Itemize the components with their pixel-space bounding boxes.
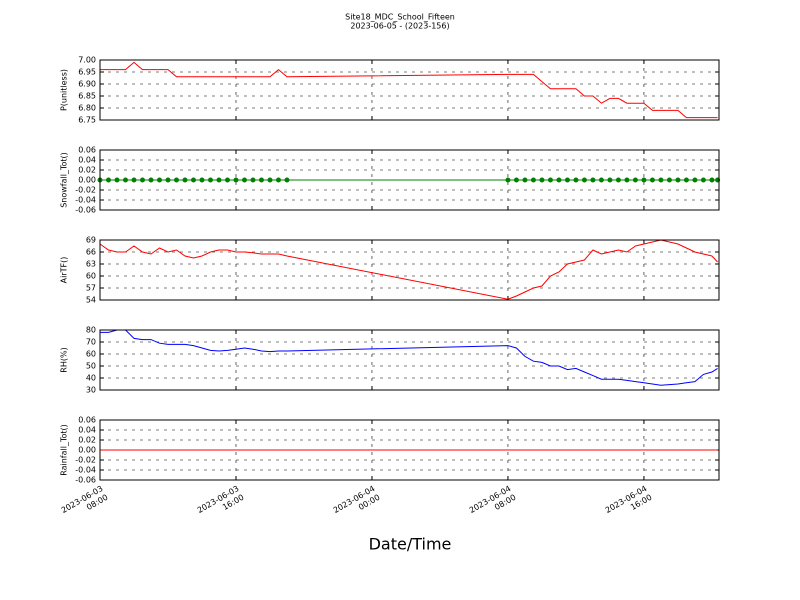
y-tick-label: 80 — [86, 326, 96, 335]
data-line — [100, 329, 718, 386]
y-tick-label: 54 — [86, 296, 96, 305]
y-tick-label: 6.85 — [78, 92, 96, 101]
y-tick-label: 0.02 — [78, 166, 96, 175]
data-point — [547, 177, 553, 183]
y-axis-label: Rainfall_Tot() — [60, 424, 69, 476]
data-point — [683, 177, 689, 183]
data-point — [131, 177, 137, 183]
y-tick-label: 69 — [86, 236, 96, 245]
data-point — [556, 177, 562, 183]
data-point — [241, 177, 247, 183]
y-tick-label: 7.00 — [78, 56, 96, 65]
plot-frame — [99, 59, 720, 121]
y-tick-label: 0.00 — [78, 446, 96, 455]
data-point — [275, 177, 281, 183]
data-point — [615, 177, 621, 183]
y-tick-label: 0.04 — [78, 156, 96, 165]
y-tick-label: 6.95 — [78, 68, 96, 77]
data-point — [173, 177, 179, 183]
data-point — [666, 177, 672, 183]
data-point — [573, 177, 579, 183]
y-tick-label: 57 — [86, 284, 96, 293]
y-tick-label: 40 — [86, 374, 96, 383]
y-tick-label: 6.80 — [78, 104, 96, 113]
data-point — [233, 177, 239, 183]
data-point — [590, 177, 596, 183]
data-point — [190, 177, 196, 183]
y-tick-label: -0.02 — [75, 186, 96, 195]
y-axis-label: P(unitless) — [60, 69, 69, 111]
data-line — [99, 239, 718, 300]
data-point — [692, 177, 698, 183]
data-point — [598, 177, 604, 183]
data-point — [199, 177, 205, 183]
data-point — [539, 177, 545, 183]
plot-frame — [99, 239, 720, 301]
y-tick-label: -0.02 — [75, 456, 96, 465]
data-point — [267, 177, 273, 183]
data-point — [607, 177, 613, 183]
data-point — [505, 177, 511, 183]
plot-frame — [99, 329, 720, 391]
data-point — [148, 177, 154, 183]
y-tick-label: 6.90 — [78, 80, 96, 89]
data-line — [100, 61, 718, 119]
data-point — [182, 177, 188, 183]
data-point — [156, 177, 162, 183]
data-point — [522, 177, 528, 183]
data-point — [216, 177, 222, 183]
data-point — [632, 177, 638, 183]
data-point — [122, 177, 128, 183]
data-point — [105, 177, 111, 183]
y-axis-label: AirTF() — [60, 257, 69, 284]
y-tick-label: -0.04 — [75, 466, 96, 475]
y-tick-label: 0.06 — [78, 416, 96, 425]
y-tick-label: 60 — [86, 350, 96, 359]
data-point — [649, 177, 655, 183]
y-tick-label: 60 — [86, 272, 96, 281]
data-point — [700, 177, 706, 183]
data-point — [165, 177, 171, 183]
y-tick-label: 0.04 — [78, 426, 96, 435]
y-axis-label: RH(%) — [60, 347, 69, 372]
y-tick-label: 30 — [86, 386, 96, 395]
data-point — [709, 177, 715, 183]
y-tick-label: 0.00 — [78, 176, 96, 185]
plot-frame — [99, 149, 720, 211]
data-point — [658, 177, 664, 183]
y-tick-label: 6.75 — [78, 116, 96, 125]
data-point — [641, 177, 647, 183]
chart-title: Site18_MDC_School_Fifteen — [345, 13, 455, 22]
y-tick-label: 63 — [86, 260, 96, 269]
y-axis-label: Snowfall_Tot() — [60, 152, 69, 208]
data-point — [258, 177, 264, 183]
data-point — [284, 177, 290, 183]
data-point — [564, 177, 570, 183]
data-point — [224, 177, 230, 183]
y-tick-label: 70 — [86, 338, 96, 347]
chart-subtitle: 2023-06-05 - (2023-156) — [350, 22, 449, 31]
data-point — [581, 177, 587, 183]
y-tick-label: -0.06 — [75, 476, 96, 485]
data-point — [139, 177, 145, 183]
data-point — [530, 177, 536, 183]
y-tick-label: 66 — [86, 248, 96, 257]
y-tick-label: -0.06 — [75, 206, 96, 215]
data-point — [207, 177, 213, 183]
x-axis-label: Date/Time — [369, 535, 452, 554]
plot-frame — [99, 419, 720, 481]
y-tick-label: 0.06 — [78, 146, 96, 155]
y-tick-label: 50 — [86, 362, 96, 371]
data-point — [675, 177, 681, 183]
data-point — [114, 177, 120, 183]
data-point — [513, 177, 519, 183]
data-point — [624, 177, 630, 183]
y-tick-label: -0.04 — [75, 196, 96, 205]
y-tick-label: 0.02 — [78, 436, 96, 445]
data-point — [250, 177, 256, 183]
